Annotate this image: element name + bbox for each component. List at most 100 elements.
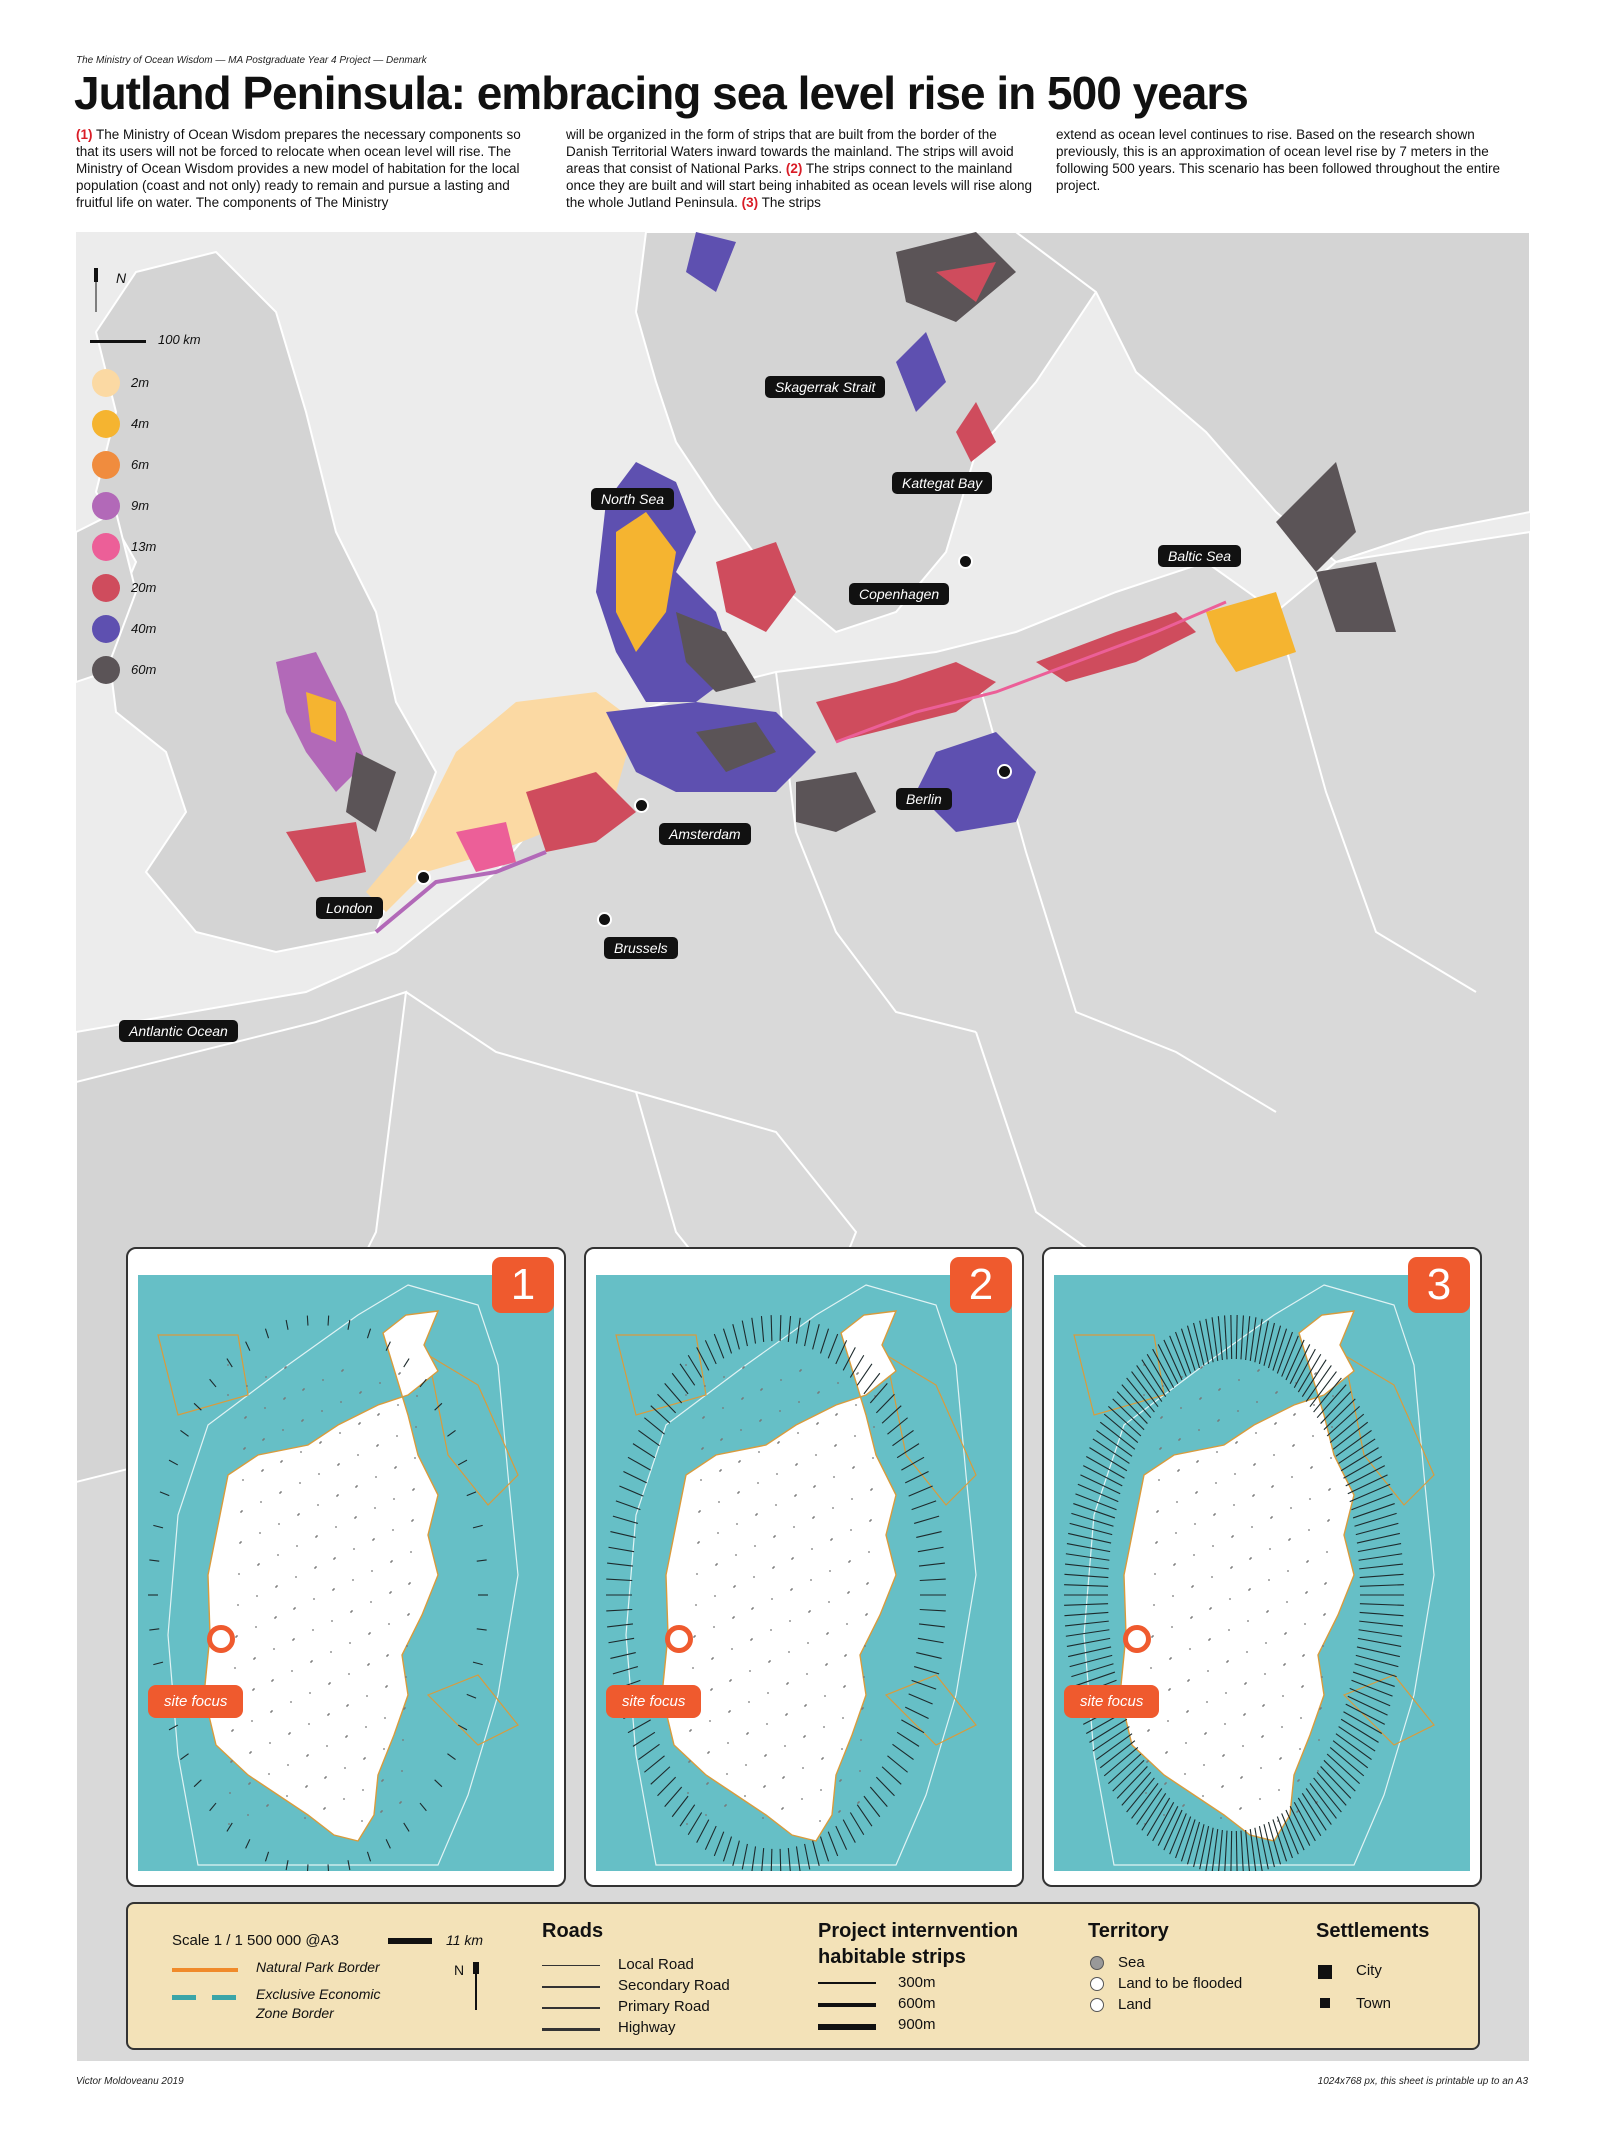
strip-width-label: 300m [898,1974,936,1991]
territory-swatch-icon [1090,1977,1104,1991]
strip-width-icon [818,2024,876,2030]
site-focus-button[interactable]: site focus [1064,1685,1160,1718]
road-line-icon [542,2028,600,2031]
north-label: N [116,270,127,286]
sea-level-legend-item: 20m [92,567,156,608]
legend-north-label: N [454,1962,465,1978]
city-marker-london [416,870,431,885]
legend-level-label: 13m [131,539,157,554]
label-london: London [316,897,383,919]
sea-level-legend: 2m 4m 6m 9m 13m 20m 40m 60m [92,362,156,690]
road-type-label: Local Road [618,1956,694,1973]
legend-swatch [92,573,120,602]
legend-swatch [92,368,120,397]
road-line-icon [542,1965,600,1966]
road-type-label: Primary Road [618,1998,710,2015]
jutland-map-drawing [1064,1284,1435,1871]
legend-level-label: 4m [131,416,150,431]
legend-roads-title: Roads [542,1920,604,1942]
territory-label: Sea [1118,1954,1145,1971]
sea-level-legend-item: 6m [92,444,156,485]
legend-swatch [92,491,120,520]
legend-territory-title: Territory [1088,1920,1169,1942]
step-number-2: (2) [785,161,803,176]
intro-column-3: extend as ocean level continues to rise.… [1056,127,1501,193]
map-legend-panel: Scale 1 / 1 500 000 @A3 11 km Natural Pa… [126,1902,1480,2050]
town-icon [1320,1998,1330,2008]
step-number-3: (3) [741,195,759,210]
territory-swatch-icon [1090,1956,1104,1970]
settlement-label: City [1356,1962,1382,1979]
legend-level-label: 40m [131,621,157,636]
panel-stage-2: 2 site focus [584,1247,1024,1887]
sea-level-legend-item: 40m [92,608,156,649]
legend-scale-text: Scale 1 / 1 500 000 @A3 [172,1932,340,1949]
jutland-map-stage-2: site focus [596,1275,1012,1871]
legend-level-label: 2m [131,375,150,390]
legend-settlements-title: Settlements [1316,1920,1430,1942]
site-focus-button[interactable]: site focus [148,1685,244,1718]
step-number-1: (1) [76,127,93,142]
legend-north-arrow-icon [473,1962,479,2010]
intro-text-2b: The strips connect to the mainland once … [566,161,1033,210]
strip-width-icon [818,2003,876,2007]
city-marker-brussels [597,912,612,927]
legend-level-label: 9m [131,498,150,513]
page-subtitle: The Ministry of Ocean Wisdom — MA Postgr… [76,55,427,66]
legend-swatch [92,532,120,561]
intro-column-2: will be organized in the form of strips … [566,126,1036,211]
road-line-icon [542,2007,600,2009]
intro-text-1: The Ministry of Ocean Wisdom prepares th… [76,127,521,210]
legend-swatch [92,409,120,438]
city-marker-berlin [997,764,1012,779]
legend-strips-title-1: Project internvention [818,1920,1019,1942]
site-focus-marker-icon[interactable] [207,1625,235,1653]
territory-swatch-icon [1090,1998,1104,2012]
city-marker-copenhagen [958,554,973,569]
panel-number-badge: 1 [492,1257,554,1313]
map-scale-label: 100 km [158,332,201,347]
city-marker-amsterdam [634,798,649,813]
territory-label: Land to be flooded [1118,1975,1243,1992]
panel-stage-1: 1 site focus [126,1247,566,1887]
jutland-map-stage-1: site focus [138,1275,554,1871]
natural-park-line-icon [172,1968,238,1972]
legend-eez-line-1: Exclusive Economic [256,1986,381,2002]
label-amsterdam: Amsterdam [659,823,751,845]
sea-level-legend-item: 2m [92,362,156,403]
legend-strips-title-2: habitable strips [818,1946,966,1968]
label-baltic-sea: Baltic Sea [1158,545,1242,567]
sea-level-legend-item: 4m [92,403,156,444]
legend-level-label: 20m [131,580,157,595]
site-focus-marker-icon[interactable] [1123,1625,1151,1653]
page-title: Jutland Peninsula: embracing sea level r… [74,67,1249,119]
city-icon [1318,1965,1332,1979]
label-north-sea: North Sea [591,488,675,510]
legend-scale-bar [388,1938,432,1944]
jutland-map-drawing [606,1284,977,1871]
strip-width-label: 900m [898,2016,936,2033]
site-focus-marker-icon[interactable] [665,1625,693,1653]
sea-level-legend-item: 13m [92,526,156,567]
legend-level-label: 6m [131,457,150,472]
legend-swatch [92,450,120,479]
panel-stage-3: 3 site focus [1042,1247,1482,1887]
road-line-icon [542,1986,600,1988]
label-kattegat: Kattegat Bay [892,472,993,494]
sea-level-legend-item: 60m [92,649,156,690]
road-type-label: Highway [618,2019,676,2036]
label-skagerrak: Skagerrak Strait [765,376,886,398]
intro-text-2c: The strips [761,195,821,210]
territory-label: Land [1118,1996,1152,2013]
legend-swatch [92,655,120,684]
strip-width-icon [818,1982,876,1984]
road-type-label: Secondary Road [618,1977,730,1994]
site-focus-button[interactable]: site focus [606,1685,702,1718]
eez-line-icon [172,1995,196,2000]
jutland-map-stage-3: site focus [1054,1275,1470,1871]
label-copenhagen: Copenhagen [849,583,950,605]
map-scale-bar [90,340,146,343]
jutland-map-drawing [148,1284,519,1871]
legend-scale-km: 11 km [446,1932,484,1948]
label-atlantic-ocean: Antlantic Ocean [119,1020,238,1042]
